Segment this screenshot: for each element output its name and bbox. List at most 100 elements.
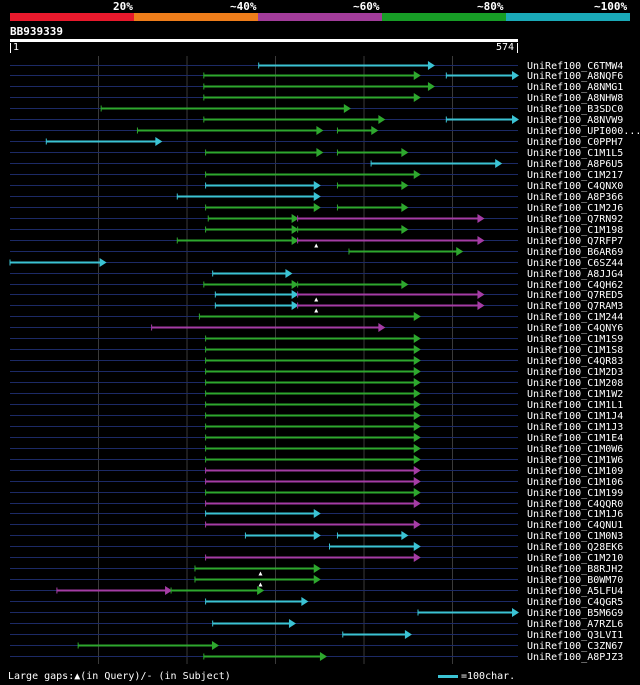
hit-label[interactable]: UniRef100_A8NVW9	[527, 115, 623, 126]
hit-label[interactable]: UniRef100_UPI000...	[527, 126, 640, 137]
hit-label[interactable]: UniRef100_C4QNU1	[527, 520, 623, 531]
hit-label[interactable]: UniRef100_C1M1S8	[527, 345, 623, 356]
query-gap-marker	[314, 297, 319, 302]
hit-arrowhead	[413, 400, 421, 409]
hit-arrowhead	[413, 444, 421, 453]
hit-label[interactable]: UniRef100_A7RZL6	[527, 619, 623, 630]
legend-label-60: ~60%	[353, 0, 380, 13]
hit-label[interactable]: UniRef100_A8PJZ3	[527, 652, 623, 663]
hits-plot: UniRef100_C6TMW4UniRef100_A8NQF6UniRef10…	[9, 56, 640, 664]
hit-arrowhead	[401, 181, 409, 190]
identity-legend: 20% ~40% ~60% ~80% ~100%	[0, 0, 640, 14]
hit-label[interactable]: UniRef100_Q3LVI1	[527, 630, 623, 641]
hit-label[interactable]: UniRef100_B5M6G9	[527, 608, 623, 619]
hit-arrowhead	[413, 356, 421, 365]
hit-label[interactable]: UniRef100_A8NMG1	[527, 82, 623, 93]
query-gap-marker	[314, 308, 319, 313]
hit-arrowhead	[155, 137, 163, 146]
hit-arrowhead	[301, 597, 309, 606]
hit-arrowhead	[413, 520, 421, 529]
hit-label[interactable]: UniRef100_C6TMW4	[527, 61, 623, 72]
query-gap-marker	[258, 571, 263, 576]
hit-arrowhead	[456, 247, 464, 256]
hit-label[interactable]: UniRef100_C1M217	[527, 170, 623, 181]
hit-arrowhead	[378, 115, 386, 124]
hit-arrowhead	[319, 652, 327, 661]
hit-arrowhead	[413, 389, 421, 398]
hit-label[interactable]: UniRef100_C1M198	[527, 225, 623, 236]
query-name: BB939339	[10, 25, 63, 38]
hit-label[interactable]: UniRef100_C1M1W2	[527, 389, 623, 400]
hit-label[interactable]: UniRef100_C1M1J6	[527, 509, 623, 520]
hit-label[interactable]: UniRef100_C1M208	[527, 378, 623, 389]
hit-label[interactable]: UniRef100_C1M1J3	[527, 422, 623, 433]
hit-arrowhead	[413, 499, 421, 508]
scale-swatch	[438, 674, 458, 678]
hit-arrowhead	[291, 214, 299, 223]
hit-label[interactable]: UniRef100_C1M109	[527, 466, 623, 477]
hit-label[interactable]: UniRef100_C1M199	[527, 488, 623, 499]
hit-arrowhead	[413, 367, 421, 376]
hit-label[interactable]: UniRef100_A8JJG4	[527, 269, 623, 280]
hit-label[interactable]: UniRef100_A8P6U5	[527, 159, 623, 170]
hit-label[interactable]: UniRef100_C1M1S9	[527, 334, 623, 345]
hit-arrowhead	[401, 148, 409, 157]
hit-arrowhead	[413, 488, 421, 497]
hit-label[interactable]: UniRef100_A8P366	[527, 192, 623, 203]
hit-label[interactable]: UniRef100_C3ZN67	[527, 641, 623, 652]
hit-label[interactable]: UniRef100_C1M106	[527, 477, 623, 488]
hit-label[interactable]: UniRef100_Q7RFP7	[527, 236, 623, 247]
hit-label[interactable]: UniRef100_B0WM70	[527, 575, 623, 586]
hit-label[interactable]: UniRef100_C4QNY6	[527, 323, 623, 334]
hit-label[interactable]: UniRef100_C4QNX0	[527, 181, 623, 192]
hit-label[interactable]: UniRef100_C6SZ44	[527, 258, 623, 269]
hit-arrowhead	[413, 553, 421, 562]
hit-label[interactable]: UniRef100_Q7RAM3	[527, 301, 623, 312]
hit-label[interactable]: UniRef100_C1M0N3	[527, 531, 623, 542]
hit-arrowhead	[413, 477, 421, 486]
hit-label[interactable]: UniRef100_C1M210	[527, 553, 623, 564]
hit-label[interactable]: UniRef100_Q28EK6	[527, 542, 623, 553]
hit-label[interactable]: UniRef100_C4QQR0	[527, 499, 623, 510]
hit-label[interactable]: UniRef100_C1M0W6	[527, 444, 623, 455]
hit-label[interactable]: UniRef100_C1M1J4	[527, 411, 623, 422]
hit-arrowhead	[427, 61, 435, 70]
hit-label[interactable]: UniRef100_B8RJH2	[527, 564, 623, 575]
query-gap-marker	[314, 243, 319, 248]
hit-label[interactable]: UniRef100_Q7RN92	[527, 214, 623, 225]
hit-arrowhead	[316, 126, 324, 135]
color-band-60	[258, 13, 382, 21]
hit-label[interactable]: UniRef100_C1M1L1	[527, 400, 623, 411]
query-ruler: 1 574	[10, 43, 518, 53]
hit-arrowhead	[413, 378, 421, 387]
hit-arrowhead	[288, 619, 296, 628]
hit-label[interactable]: UniRef100_C1M1E4	[527, 433, 623, 444]
hit-label[interactable]: UniRef100_Q7RED5	[527, 290, 623, 301]
hit-arrowhead	[512, 115, 519, 124]
hit-label[interactable]: UniRef100_A8NHW8	[527, 93, 623, 104]
hit-label[interactable]: UniRef100_C1M1L5	[527, 148, 623, 159]
hit-arrowhead	[291, 236, 299, 245]
query-bar	[10, 39, 518, 42]
hit-label[interactable]: UniRef100_A5LFU4	[527, 586, 623, 597]
hit-label[interactable]: UniRef100_C1M2J6	[527, 203, 623, 214]
hit-label[interactable]: UniRef100_C0PPH7	[527, 137, 623, 148]
hit-arrowhead	[512, 608, 519, 617]
hit-arrowhead	[378, 323, 386, 332]
hit-label[interactable]: UniRef100_B6AR69	[527, 247, 623, 258]
hit-arrowhead	[371, 126, 379, 135]
hit-label[interactable]: UniRef100_B3SDC0	[527, 104, 623, 115]
hit-arrowhead	[211, 641, 219, 650]
hit-label[interactable]: UniRef100_C1M1W6	[527, 455, 623, 466]
hit-label[interactable]: UniRef100_C1M244	[527, 312, 623, 323]
legend-label-80: ~80%	[477, 0, 504, 13]
hit-label[interactable]: UniRef100_C4QR83	[527, 356, 623, 367]
ruler-end: 574	[495, 42, 514, 53]
hit-label[interactable]: UniRef100_A8NQF6	[527, 71, 623, 82]
hit-arrowhead	[413, 71, 421, 80]
hit-label[interactable]: UniRef100_C4QGR5	[527, 597, 623, 608]
hit-label[interactable]: UniRef100_C1M2D3	[527, 367, 623, 378]
hit-arrowhead	[413, 312, 421, 321]
hit-label[interactable]: UniRef100_C4QH62	[527, 280, 623, 291]
hit-arrowhead	[257, 586, 265, 595]
